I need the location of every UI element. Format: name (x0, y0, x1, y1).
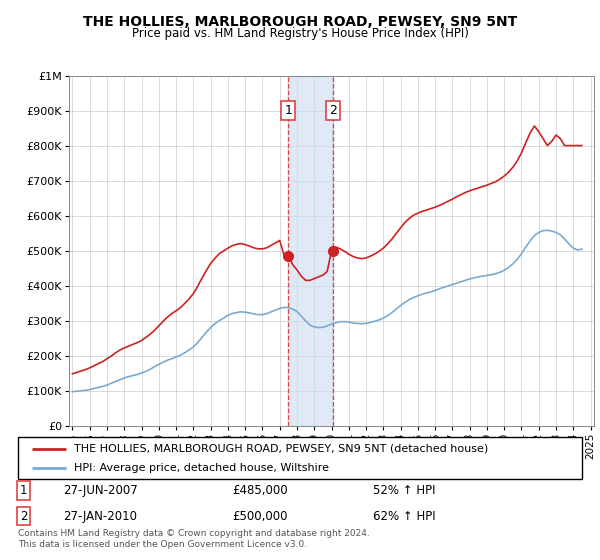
Text: 62% ↑ HPI: 62% ↑ HPI (373, 510, 436, 523)
Text: 52% ↑ HPI: 52% ↑ HPI (373, 484, 436, 497)
Text: 2: 2 (329, 104, 337, 117)
Text: HPI: Average price, detached house, Wiltshire: HPI: Average price, detached house, Wilt… (74, 463, 329, 473)
Text: Contains HM Land Registry data © Crown copyright and database right 2024.
This d: Contains HM Land Registry data © Crown c… (18, 529, 370, 549)
Text: 27-JUN-2007: 27-JUN-2007 (63, 484, 138, 497)
Text: £485,000: £485,000 (232, 484, 288, 497)
Text: 1: 1 (20, 484, 28, 497)
Text: Price paid vs. HM Land Registry's House Price Index (HPI): Price paid vs. HM Land Registry's House … (131, 27, 469, 40)
Text: 2: 2 (20, 510, 28, 523)
Text: 27-JAN-2010: 27-JAN-2010 (63, 510, 137, 523)
Bar (289, 76, 333, 426)
Text: THE HOLLIES, MARLBOROUGH ROAD, PEWSEY, SN9 5NT (detached house): THE HOLLIES, MARLBOROUGH ROAD, PEWSEY, S… (74, 444, 488, 454)
Text: £500,000: £500,000 (232, 510, 288, 523)
Text: THE HOLLIES, MARLBOROUGH ROAD, PEWSEY, SN9 5NT: THE HOLLIES, MARLBOROUGH ROAD, PEWSEY, S… (83, 15, 517, 29)
Text: 1: 1 (284, 104, 292, 117)
